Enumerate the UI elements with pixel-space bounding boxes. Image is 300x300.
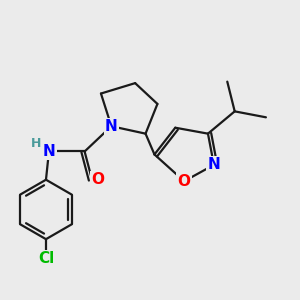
Text: O: O <box>178 174 191 189</box>
Text: H: H <box>31 137 42 150</box>
Text: N: N <box>208 158 220 172</box>
Text: N: N <box>43 144 55 159</box>
Text: Cl: Cl <box>38 251 54 266</box>
Text: O: O <box>91 172 104 187</box>
Text: N: N <box>105 119 118 134</box>
